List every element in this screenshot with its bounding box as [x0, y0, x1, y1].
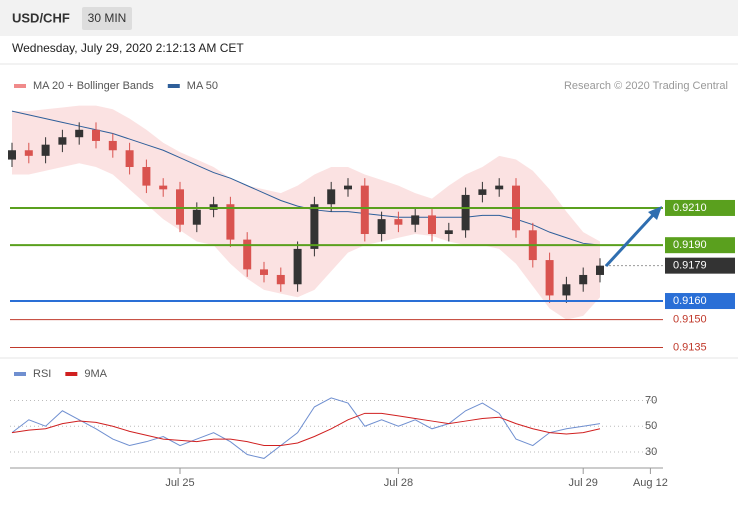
level-box	[665, 237, 735, 254]
level-label: 0.9160	[673, 295, 707, 307]
level-box	[665, 293, 735, 310]
timeframe-button[interactable]	[82, 7, 132, 30]
timeframe[interactable]: 30 MIN	[88, 11, 127, 25]
candle-body	[108, 140, 117, 151]
candle-body	[562, 284, 571, 296]
candle-body	[41, 144, 50, 156]
legend-label: MA 20 + Bollinger Bands	[33, 80, 154, 92]
legend-swatch	[14, 84, 26, 88]
symbol: USD/CHF	[12, 10, 70, 25]
candle-body	[226, 204, 235, 240]
y-tick-label: 30	[645, 446, 657, 458]
candle-body	[461, 194, 470, 231]
date: Wednesday, July 29, 2020 2:12:13 AM CET	[12, 41, 244, 55]
candle-body	[192, 209, 201, 225]
candle-body	[92, 129, 100, 141]
arrow-head	[648, 206, 662, 220]
legend-swatch	[65, 372, 78, 376]
candle-body	[159, 185, 168, 190]
candle-body	[24, 150, 33, 156]
candle-body	[428, 215, 436, 235]
candle-body	[579, 274, 588, 285]
x-tick-label: Aug 12	[633, 477, 668, 489]
level-label: 0.9150	[673, 314, 707, 326]
level-box	[665, 257, 735, 274]
candle-body	[276, 274, 285, 285]
rsi-line	[11, 397, 601, 459]
candle-body	[444, 230, 453, 235]
arrow	[604, 212, 656, 268]
y-tick-label: 50	[645, 420, 657, 432]
credit: Research © 2020 Trading Central	[564, 80, 728, 92]
candle-body	[8, 150, 16, 160]
candle-body	[478, 189, 487, 195]
candle-body	[243, 239, 252, 270]
candle-body	[327, 189, 336, 205]
candle-body	[545, 260, 554, 296]
candle-body	[75, 129, 84, 138]
candle-body	[310, 204, 319, 249]
x-tick-label: Jul 29	[569, 477, 598, 489]
level-label: 0.9179	[673, 260, 707, 272]
level-label: 0.9135	[673, 341, 707, 353]
candle-body	[360, 185, 369, 235]
legend-swatch	[167, 84, 180, 88]
x-tick-label: Jul 25	[165, 477, 194, 489]
level-box	[665, 199, 735, 216]
candle-body	[596, 265, 604, 275]
candle-body	[293, 248, 302, 285]
y-tick-label: 70	[645, 394, 657, 406]
legend-label: 9MA	[84, 368, 107, 380]
level-label: 0.9190	[673, 239, 707, 251]
candle-body	[495, 185, 504, 190]
legend-label: MA 50	[187, 80, 218, 92]
bollinger-band	[12, 105, 600, 320]
candle-body	[58, 137, 67, 145]
candle-body	[377, 219, 386, 235]
candle-body	[344, 185, 352, 190]
legend-label: RSI	[33, 368, 51, 380]
candle-body	[411, 215, 420, 225]
legend-swatch	[14, 372, 26, 376]
candle-body	[394, 219, 403, 225]
candle-body	[125, 150, 134, 168]
level-label: 0.9210	[673, 202, 707, 214]
candle-body	[142, 167, 151, 186]
x-tick-label: Jul 28	[384, 477, 413, 489]
candle-body	[260, 269, 268, 275]
rsi-line	[11, 412, 601, 447]
